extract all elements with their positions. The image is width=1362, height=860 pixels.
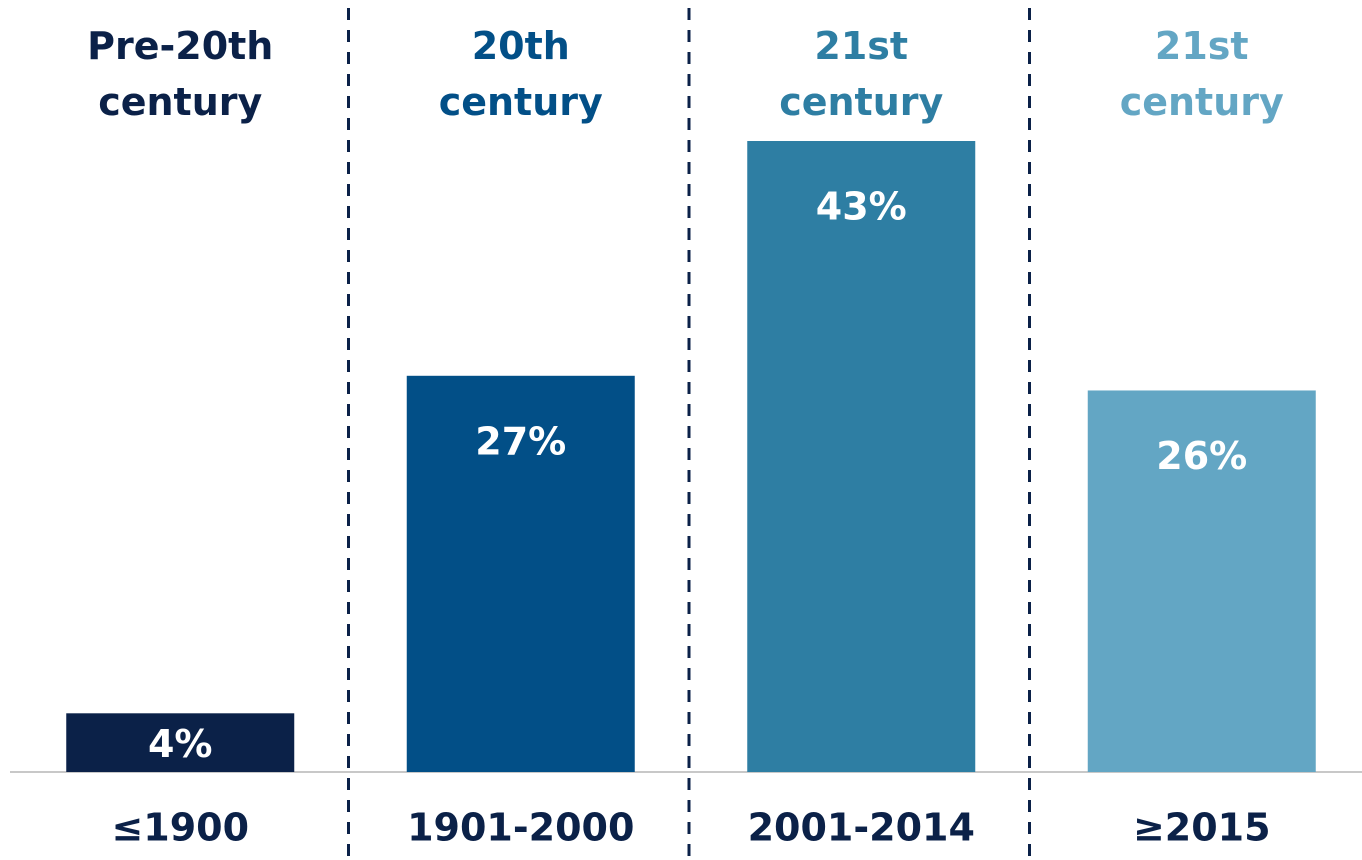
value-label: 4% xyxy=(148,722,213,766)
value-label: 26% xyxy=(1156,434,1247,478)
bar xyxy=(66,713,295,772)
group-label: 20th century xyxy=(438,24,603,124)
x-tick-label: 2001-2014 xyxy=(748,806,975,850)
group-label: 21st century xyxy=(779,24,944,124)
group-label: Pre-20th century xyxy=(87,24,274,124)
x-tick-label: ≥2015 xyxy=(1133,806,1271,850)
bar xyxy=(1087,390,1316,772)
value-label: 43% xyxy=(816,185,907,229)
value-label: 27% xyxy=(475,419,566,463)
x-tick-label: ≤1900 xyxy=(111,806,249,850)
x-tick-label: 1901-2000 xyxy=(407,806,634,850)
bar xyxy=(406,375,635,772)
group-label: 21st century xyxy=(1119,24,1284,124)
bar xyxy=(747,141,976,772)
